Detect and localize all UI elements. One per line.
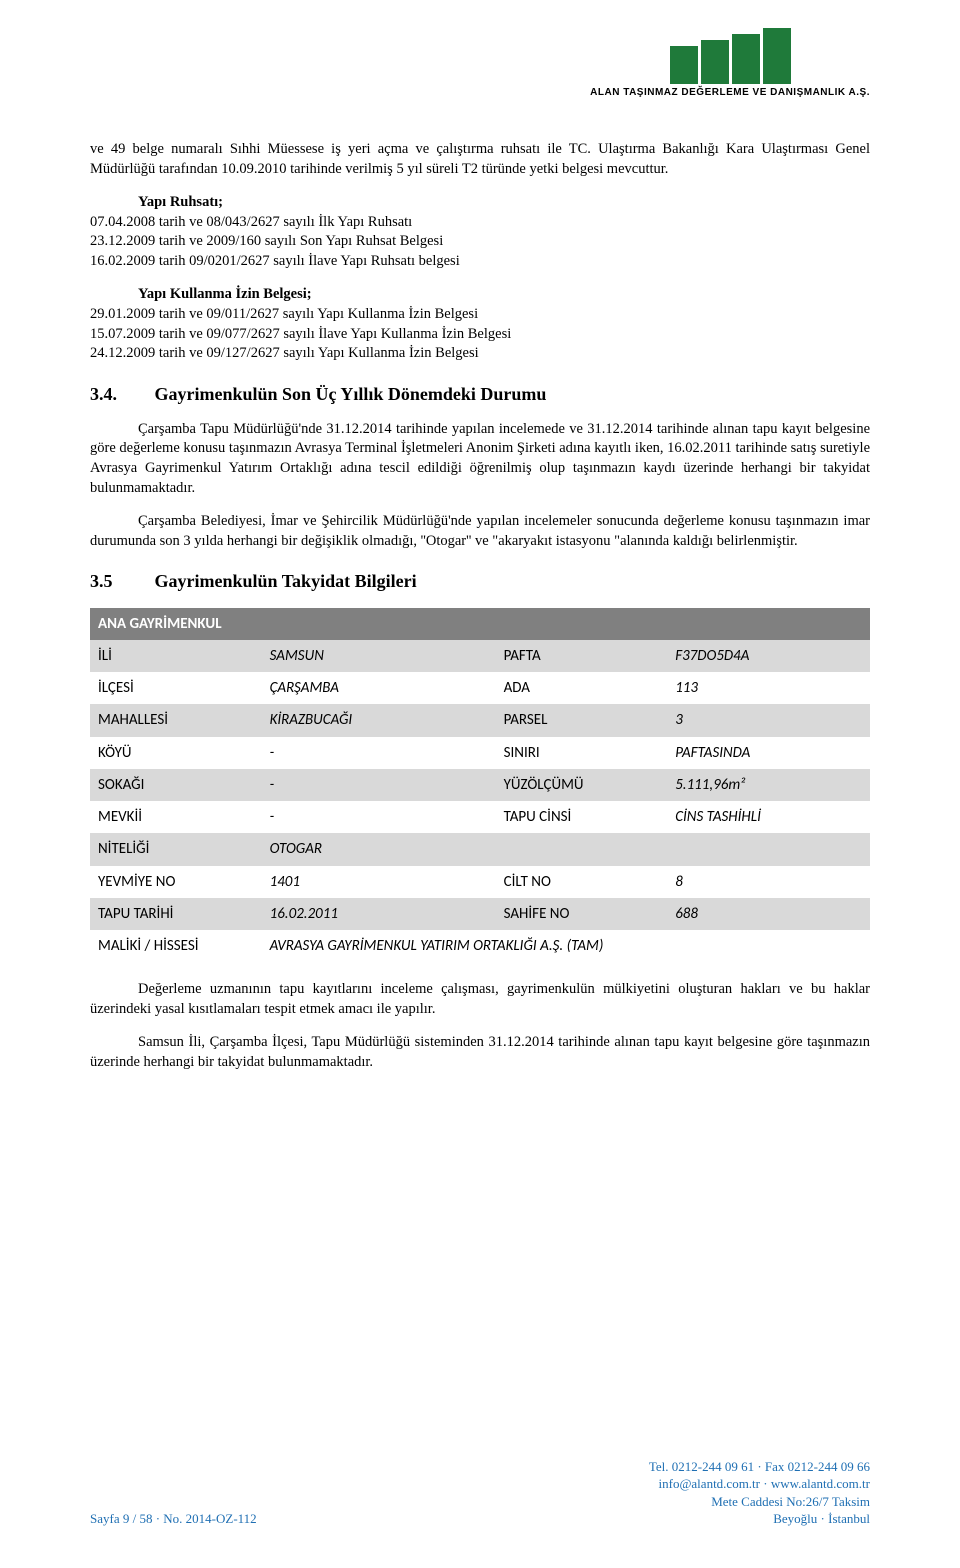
table-cell-value: - bbox=[262, 769, 496, 801]
company-logo: ALAN TAŞINMAZ DEĞERLEME VE DANIŞMANLIK A… bbox=[590, 28, 870, 100]
table-row: İLİSAMSUNPAFTAF37DO5D4A bbox=[90, 640, 870, 672]
yapi-kullanma-line: 15.07.2009 tarih ve 09/077/2627 sayılı İ… bbox=[90, 325, 870, 345]
table-cell-label: SAHİFE NO bbox=[496, 898, 668, 930]
property-table: ANA GAYRİMENKUL İLİSAMSUNPAFTAF37DO5D4Aİ… bbox=[90, 608, 870, 963]
intro-paragraph: ve 49 belge numaralı Sıhhi Müessese iş y… bbox=[90, 140, 870, 179]
section-number: 3.4. bbox=[90, 382, 150, 406]
table-cell-value: - bbox=[262, 801, 496, 833]
yapi-ruhsati-line: 16.02.2009 tarih 09/0201/2627 sayılı İla… bbox=[90, 252, 870, 272]
yapi-kullanma-title: Yapı Kullanma İzin Belgesi; bbox=[138, 285, 870, 305]
table-row: MAHALLESİKİRAZBUCAĞIPARSEL3 bbox=[90, 704, 870, 736]
table-row: TAPU TARİHİ16.02.2011SAHİFE NO688 bbox=[90, 898, 870, 930]
table-cell-value: ÇARŞAMBA bbox=[262, 672, 496, 704]
yapi-kullanma-line: 24.12.2009 tarih ve 09/127/2627 sayılı Y… bbox=[90, 344, 870, 364]
table-header: ANA GAYRİMENKUL bbox=[90, 608, 870, 640]
after-table-para-1: Değerleme uzmanının tapu kayıtlarını inc… bbox=[90, 980, 870, 1019]
table-cell-label: YEVMİYE NO bbox=[90, 866, 262, 898]
table-cell-value: KİRAZBUCAĞI bbox=[262, 704, 496, 736]
table-cell-label: ADA bbox=[496, 672, 668, 704]
table-cell-value: 16.02.2011 bbox=[262, 898, 496, 930]
table-cell-value: 113 bbox=[667, 672, 870, 704]
table-cell-label: TAPU TARİHİ bbox=[90, 898, 262, 930]
page-footer: Sayfa 9 / 58 · No. 2014-OZ-112 Tel. 0212… bbox=[90, 1458, 870, 1528]
table-cell-label: NİTELİĞİ bbox=[90, 833, 262, 865]
table-cell-label: MAHALLESİ bbox=[90, 704, 262, 736]
table-cell-value bbox=[667, 833, 870, 865]
section-3-4-heading: 3.4. Gayrimenkulün Son Üç Yıllık Dönemde… bbox=[90, 382, 870, 406]
table-row: KÖYÜ-SINIRIPAFTASINDA bbox=[90, 737, 870, 769]
yapi-kullanma-block: Yapı Kullanma İzin Belgesi; 29.01.2009 t… bbox=[90, 285, 870, 363]
footer-page-info: Sayfa 9 / 58 · No. 2014-OZ-112 bbox=[90, 1510, 257, 1528]
table-row: MALİKİ / HİSSESİAVRASYA GAYRİMENKUL YATI… bbox=[90, 930, 870, 962]
logo-bar bbox=[732, 34, 760, 84]
table-cell-label bbox=[496, 833, 668, 865]
section-title: Gayrimenkulün Takyidat Bilgileri bbox=[155, 571, 417, 591]
document-body: ve 49 belge numaralı Sıhhi Müessese iş y… bbox=[90, 140, 870, 1073]
table-cell-label: KÖYÜ bbox=[90, 737, 262, 769]
footer-line: info@alantd.com.tr · www.alantd.com.tr bbox=[649, 1475, 870, 1493]
table-row: MEVKİİ-TAPU CİNSİCİNS TASHİHLİ bbox=[90, 801, 870, 833]
table-cell-value: F37DO5D4A bbox=[667, 640, 870, 672]
after-table-para-2: Samsun İli, Çarşamba İlçesi, Tapu Müdürl… bbox=[90, 1033, 870, 1072]
section-3-5-heading: 3.5 Gayrimenkulün Takyidat Bilgileri bbox=[90, 569, 870, 593]
table-cell-value: PAFTASINDA bbox=[667, 737, 870, 769]
section-number: 3.5 bbox=[90, 569, 150, 593]
table-cell-label: PAFTA bbox=[496, 640, 668, 672]
table-cell-label: PARSEL bbox=[496, 704, 668, 736]
footer-line: Beyoğlu · İstanbul bbox=[649, 1510, 870, 1528]
table-row: İLÇESİÇARŞAMBAADA113 bbox=[90, 672, 870, 704]
section-3-4-para-2: Çarşamba Belediyesi, İmar ve Şehircilik … bbox=[90, 512, 870, 551]
table-cell-label: İLÇESİ bbox=[90, 672, 262, 704]
table-cell-value: 5.111,96m² bbox=[667, 769, 870, 801]
table-cell-label: MEVKİİ bbox=[90, 801, 262, 833]
logo-bar bbox=[670, 46, 698, 84]
table-cell-value: 8 bbox=[667, 866, 870, 898]
table-row: NİTELİĞİOTOGAR bbox=[90, 833, 870, 865]
table-body: İLİSAMSUNPAFTAF37DO5D4AİLÇESİÇARŞAMBAADA… bbox=[90, 640, 870, 963]
yapi-ruhsati-line: 23.12.2009 tarih ve 2009/160 sayılı Son … bbox=[90, 232, 870, 252]
section-title: Gayrimenkulün Son Üç Yıllık Dönemdeki Du… bbox=[155, 384, 547, 404]
table-cell-label: CİLT NO bbox=[496, 866, 668, 898]
footer-contact: Tel. 0212-244 09 61 · Fax 0212-244 09 66… bbox=[649, 1458, 870, 1528]
table-cell-value: - bbox=[262, 737, 496, 769]
table-cell-value: 1401 bbox=[262, 866, 496, 898]
table-cell-value: 3 bbox=[667, 704, 870, 736]
table-cell-value: 688 bbox=[667, 898, 870, 930]
logo-bar bbox=[763, 28, 791, 84]
table-cell-value: SAMSUN bbox=[262, 640, 496, 672]
table-cell-label: TAPU CİNSİ bbox=[496, 801, 668, 833]
table-cell-label: MALİKİ / HİSSESİ bbox=[90, 930, 262, 962]
logo-bars bbox=[670, 28, 791, 84]
table-cell-label: İLİ bbox=[90, 640, 262, 672]
yapi-ruhsati-title: Yapı Ruhsatı; bbox=[138, 193, 870, 213]
footer-line: Tel. 0212-244 09 61 · Fax 0212-244 09 66 bbox=[649, 1458, 870, 1476]
table-cell-value: AVRASYA GAYRİMENKUL YATIRIM ORTAKLIĞI A.… bbox=[262, 930, 870, 962]
table-header-row: ANA GAYRİMENKUL bbox=[90, 608, 870, 640]
logo-company-name: ALAN TAŞINMAZ DEĞERLEME VE DANIŞMANLIK A… bbox=[590, 86, 870, 100]
yapi-ruhsati-block: Yapı Ruhsatı; 07.04.2008 tarih ve 08/043… bbox=[90, 193, 870, 271]
logo-bar bbox=[701, 40, 729, 84]
table-cell-value: CİNS TASHİHLİ bbox=[667, 801, 870, 833]
table-row: SOKAĞI-YÜZÖLÇÜMÜ5.111,96m² bbox=[90, 769, 870, 801]
yapi-ruhsati-line: 07.04.2008 tarih ve 08/043/2627 sayılı İ… bbox=[90, 213, 870, 233]
table-cell-value: OTOGAR bbox=[262, 833, 496, 865]
table-cell-label: SINIRI bbox=[496, 737, 668, 769]
table-cell-label: SOKAĞI bbox=[90, 769, 262, 801]
yapi-kullanma-line: 29.01.2009 tarih ve 09/011/2627 sayılı Y… bbox=[90, 305, 870, 325]
table-cell-label: YÜZÖLÇÜMÜ bbox=[496, 769, 668, 801]
footer-line: Mete Caddesi No:26/7 Taksim bbox=[649, 1493, 870, 1511]
section-3-4-para-1: Çarşamba Tapu Müdürlüğü'nde 31.12.2014 t… bbox=[90, 420, 870, 498]
table-row: YEVMİYE NO1401CİLT NO8 bbox=[90, 866, 870, 898]
